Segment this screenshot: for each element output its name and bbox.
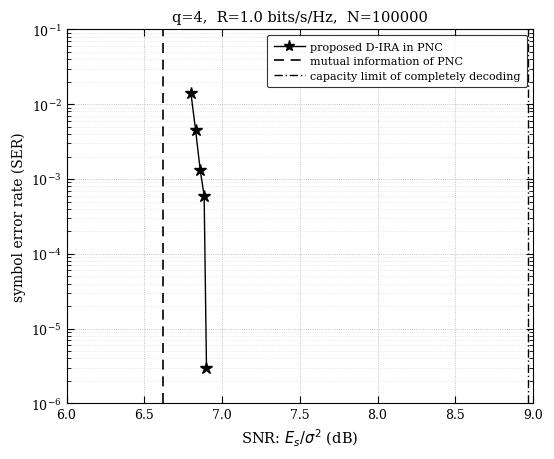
proposed D-IRA in PNC [201, 193, 208, 199]
proposed D-IRA in PNC [188, 91, 194, 97]
Line: proposed D-IRA in PNC: proposed D-IRA in PNC [184, 88, 213, 374]
Title: q=4,  R=1.0 bits/s/Hz,  N=100000: q=4, R=1.0 bits/s/Hz, N=100000 [172, 11, 428, 25]
Y-axis label: symbol error rate (SER): symbol error rate (SER) [11, 132, 25, 302]
proposed D-IRA in PNC [203, 365, 210, 371]
X-axis label: SNR: $E_s/\sigma^2$ (dB): SNR: $E_s/\sigma^2$ (dB) [241, 427, 358, 448]
proposed D-IRA in PNC [197, 168, 203, 174]
Legend: proposed D-IRA in PNC, mutual information of PNC, capacity limit of completely d: proposed D-IRA in PNC, mutual informatio… [267, 36, 527, 88]
proposed D-IRA in PNC [192, 128, 199, 134]
